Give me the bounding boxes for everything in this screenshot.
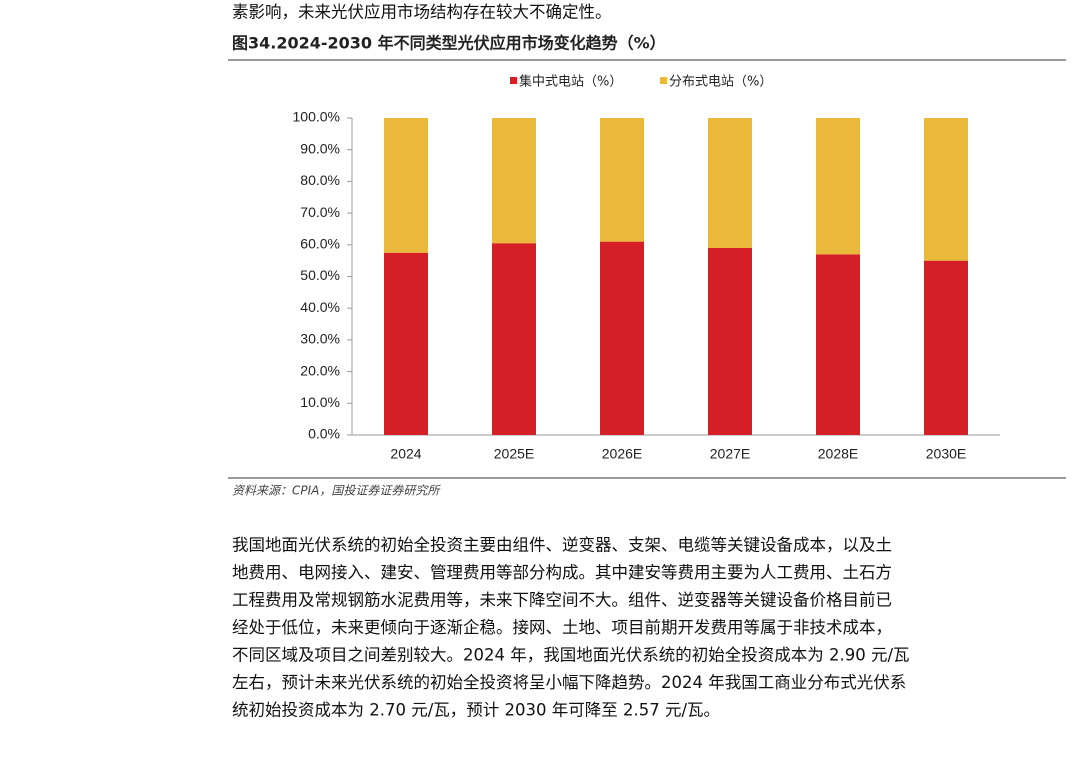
bar-segment (816, 254, 860, 435)
bar-segment (600, 118, 644, 242)
paragraph-line: 统初始投资成本为 2.70 元/瓦，预计 2030 年可降至 2.57 元/瓦。 (232, 701, 720, 720)
bar-segment (708, 118, 752, 248)
bar-segment (600, 241, 644, 435)
bar-segment (708, 247, 752, 435)
intro-text: 素影响，未来光伏应用市场结构存在较大不确定性。 (232, 3, 612, 22)
legend-swatch (660, 77, 667, 84)
y-tick-label: 30.0% (300, 331, 340, 347)
y-tick-label: 70.0% (300, 204, 340, 220)
paragraph-line: 左右，预计未来光伏系统的初始全投资将呈小幅下降趋势。2024 年我国工商业分布式… (232, 673, 906, 692)
y-tick-label: 90.0% (300, 140, 340, 156)
y-tick-label: 40.0% (300, 299, 340, 315)
chart-title: 图34.2024-2030 年不同类型光伏应用市场变化趋势（%） (232, 34, 666, 53)
paragraph-line: 我国地面光伏系统的初始全投资主要由组件、逆变器、支架、电缆等关键设备成本，以及土 (232, 536, 892, 555)
y-tick-label: 80.0% (300, 172, 340, 188)
bar-segment (816, 118, 860, 255)
x-tick-label: 2026E (602, 446, 642, 462)
y-tick-label: 50.0% (300, 267, 340, 283)
bar-segment (924, 118, 968, 261)
x-tick-label: 2028E (818, 446, 858, 462)
x-tick-label: 2030E (926, 446, 966, 462)
paragraph-line: 经处于低位，未来更倾向于逐渐企稳。接网、土地、项目前期开发费用等属于非技术成本， (232, 618, 892, 637)
paragraph-line: 工程费用及常规钢筋水泥费用等，未来下降空间不大。组件、逆变器等关键设备价格目前已 (232, 591, 892, 610)
paragraph-line: 不同区域及项目之间差别较大。2024 年，我国地面光伏系统的初始全投资成本为 2… (232, 646, 910, 665)
source: 资料来源：CPIA，国投证券证券研究所 (232, 484, 441, 498)
bar-segment (924, 260, 968, 435)
y-tick-label: 100.0% (293, 109, 340, 125)
paragraph-line: 地费用、电网接入、建安、管理费用等部分构成。其中建安等费用主要为人工费用、土石方 (232, 563, 892, 582)
bar-segment (384, 252, 428, 435)
legend-label: 分布式电站（%） (669, 75, 772, 90)
x-tick-label: 2024 (390, 446, 421, 462)
bar-segment (492, 118, 536, 244)
legend-label: 集中式电站（%） (519, 74, 622, 90)
y-tick-label: 60.0% (300, 236, 340, 252)
x-tick-label: 2025E (494, 446, 534, 462)
y-tick-label: 0.0% (308, 426, 340, 442)
legend-swatch (510, 77, 517, 84)
bar-segment (492, 243, 536, 435)
y-tick-label: 10.0% (300, 394, 340, 410)
x-tick-label: 2027E (710, 446, 750, 462)
bar-segment (384, 118, 428, 253)
y-tick-label: 20.0% (300, 362, 340, 378)
